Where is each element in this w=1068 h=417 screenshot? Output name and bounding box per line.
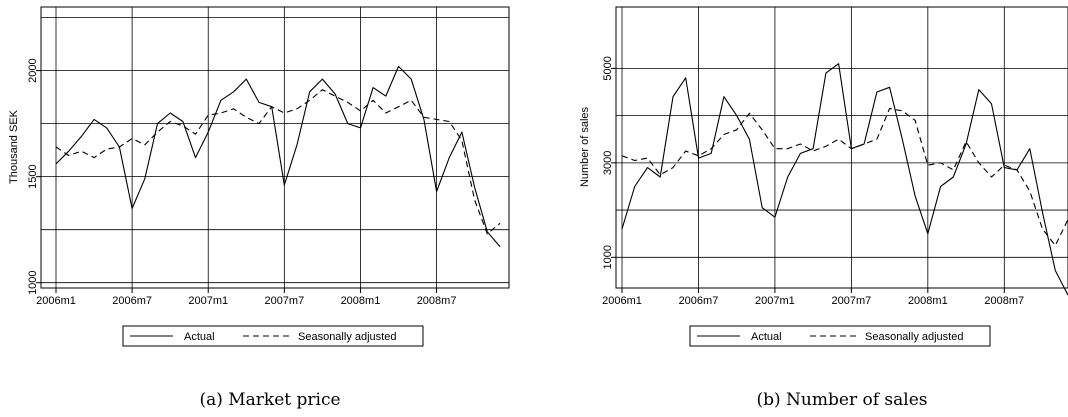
series-layer xyxy=(621,63,1068,296)
x-tick-label: 2007m1 xyxy=(755,295,795,307)
x-tick-label: 2008m7 xyxy=(417,295,457,307)
y-axis-label: Number of sales xyxy=(579,106,591,187)
x-tick-label: 2006m1 xyxy=(602,295,642,307)
x-tick-label: 2007m7 xyxy=(831,295,871,307)
y-tick-label: 1500 xyxy=(27,164,39,188)
x-tick-label: 2008m1 xyxy=(341,295,381,307)
panel-b-number-of-sales: 2006m1 2006m7 2007m1 2007m7 2008m1 2008m7 1000… xyxy=(579,6,1068,410)
x-tick-label: 2006m7 xyxy=(679,295,719,307)
series-line-actual xyxy=(621,63,1068,296)
panel-a-market-price: 2006m1 2006m7 2007m1 2007m7 2008m1 2008m7 1000… xyxy=(8,6,510,410)
legend-label-seasonally-adjusted: Seasonally adjusted xyxy=(298,331,396,343)
y-tick-label: 5000 xyxy=(602,56,614,80)
series-layer xyxy=(55,65,501,247)
legend-label-actual: Actual xyxy=(184,331,215,343)
series-line-seasonally-adjusted xyxy=(621,107,1068,247)
x-tick-label: 2006m7 xyxy=(112,295,152,307)
legend: Actual Seasonally adjusted xyxy=(122,325,424,347)
ticks: 2006m1 2006m7 2007m1 2007m7 2008m1 2008m7 1000… xyxy=(27,58,456,307)
y-tick-label: 3000 xyxy=(602,151,614,175)
series-line-seasonally-adjusted xyxy=(55,89,501,235)
y-tick-label: 2000 xyxy=(27,58,39,82)
panel-caption: (b) Number of sales xyxy=(757,390,928,410)
plot-frame xyxy=(40,6,510,289)
x-tick-label: 2006m1 xyxy=(36,295,76,307)
y-axis-label: Thousand SEK xyxy=(8,109,20,184)
legend-label-actual: Actual xyxy=(751,331,782,343)
series-line-actual xyxy=(55,65,501,247)
x-tick-label: 2008m7 xyxy=(984,295,1024,307)
legend: Actual Seasonally adjusted xyxy=(689,325,991,347)
gridlines xyxy=(41,7,509,288)
y-tick-label: 1000 xyxy=(602,245,614,269)
x-tick-label: 2008m1 xyxy=(908,295,948,307)
legend-label-seasonally-adjusted: Seasonally adjusted xyxy=(865,331,963,343)
y-tick-label: 1000 xyxy=(27,270,39,294)
panel-caption: (a) Market price xyxy=(199,390,340,410)
x-tick-label: 2007m1 xyxy=(188,295,228,307)
ticks: 2006m1 2006m7 2007m1 2007m7 2008m1 2008m7 1000… xyxy=(602,56,1024,307)
x-tick-label: 2007m7 xyxy=(264,295,304,307)
